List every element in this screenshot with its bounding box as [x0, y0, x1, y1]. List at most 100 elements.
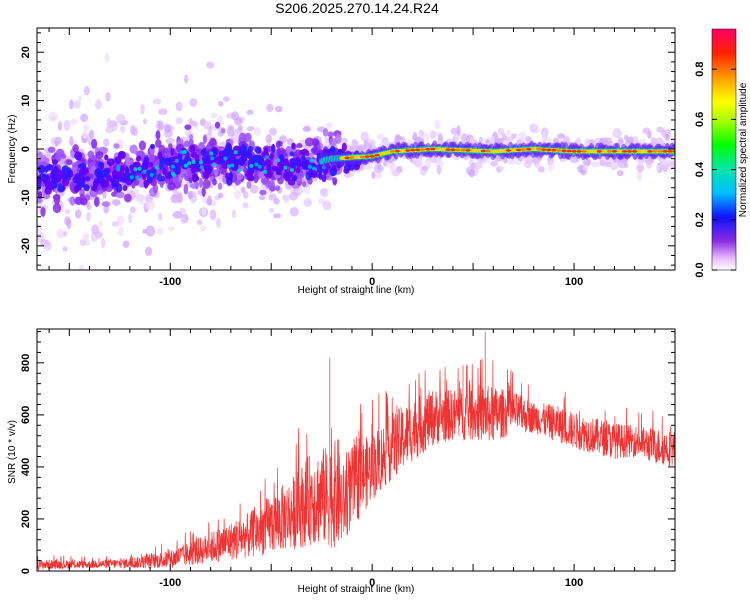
spectrogram-cell [208, 125, 213, 136]
spectrogram-cell [200, 149, 206, 156]
spectrogram-cell [286, 138, 294, 146]
spectrogram-cell [117, 150, 126, 159]
spectrogram-cell [110, 177, 116, 185]
spectrogram-cell [170, 147, 175, 157]
spectrogram-cell [242, 202, 249, 209]
spectrogram-cell [128, 212, 133, 224]
spectrogram-cell [247, 145, 254, 153]
spectrogram-cell [187, 190, 193, 200]
spectrogram-cell [301, 160, 308, 170]
spectrogram-cell [209, 209, 217, 221]
spectrogram-cell [122, 185, 128, 192]
spectrogram-cell [415, 148, 421, 152]
spectrogram-cell [90, 154, 98, 161]
spectrogram-cell [198, 160, 203, 165]
spectrogram-cell [289, 206, 299, 217]
spectrogram-cell [547, 160, 555, 172]
spectrogram-cell [37, 222, 43, 233]
spectrogram-cell [189, 144, 196, 153]
spectrogram-cell [498, 165, 504, 172]
spectrogram-cell [226, 164, 231, 169]
spectrogram-cell [138, 140, 147, 151]
spectrogram-cell [212, 162, 216, 167]
spectrogram-cell [182, 150, 187, 154]
spectrogram-cell [83, 85, 90, 96]
spectrogram-cell [157, 212, 163, 221]
spectrogram-cell [531, 147, 537, 151]
snr-xlabel: Height of straight line (km) [298, 584, 415, 595]
spectrogram-cell [541, 130, 547, 142]
spectrogram-cell [91, 224, 100, 236]
spectrogram-cell [143, 179, 151, 187]
spectrogram-cell [52, 193, 61, 201]
spectrogram-cell [636, 163, 645, 173]
spectrogram-cell [144, 246, 153, 256]
spectrogram-cell [321, 174, 327, 183]
spectrogram-cell [209, 151, 214, 156]
snr-y-tick-label: 400 [20, 458, 32, 476]
colorbar: 0.0 0.2 0.4 0.6 0.8 Normalized spectral ampl… [694, 28, 749, 278]
spectrogram-cell [85, 176, 91, 182]
spectrogram-cell [198, 177, 204, 188]
spectrogram-cell [304, 137, 314, 147]
spectrogram-cell [183, 74, 189, 84]
spectrogram-cell [485, 149, 491, 153]
spectrogram-cell [223, 156, 228, 161]
spectrogram-cell [234, 117, 243, 126]
spectrogram-cell [56, 228, 64, 239]
spectrogram-cell [175, 117, 183, 125]
spectrogram-cell [69, 99, 74, 110]
colorbar-ticks: 0.0 0.2 0.4 0.6 0.8 [694, 62, 736, 278]
spectrogram-cell [100, 237, 106, 249]
spectrogram-cell [369, 154, 375, 158]
spectrogram-cell [130, 206, 136, 214]
spectrogram-cell [72, 144, 79, 153]
spectrogram-cell [302, 126, 311, 132]
spectrogram-cell [253, 126, 261, 136]
spectrogram-cell [95, 151, 104, 159]
spectrogram-cell [101, 201, 111, 207]
spectrogram-cell [172, 173, 177, 178]
spectrogram-cell [51, 169, 56, 176]
spectrogram-cell [86, 203, 92, 211]
colorbar-tick-label: 0.4 [694, 161, 706, 177]
spectrogram-cell [533, 161, 540, 168]
spectrogram-cell [124, 166, 130, 175]
spectrogram-cell [202, 178, 211, 189]
spectrogram-cell [429, 130, 436, 140]
spectrogram-cell [621, 150, 628, 153]
spectrogram-cell [612, 128, 622, 139]
spectrogram-cell [175, 101, 183, 112]
spectrogram-cell [37, 232, 45, 242]
spectrogram-cell [79, 167, 86, 176]
spectrogram-cell [301, 154, 306, 163]
spectrogram-cell [105, 92, 111, 102]
spectrogram-cell [104, 154, 109, 161]
spectrogram-cell [240, 186, 246, 194]
spectrogram-cell [672, 150, 675, 153]
spectrogram-cell [302, 181, 307, 187]
spectrogram-cell [61, 165, 70, 175]
spectrogram-cell [62, 246, 68, 252]
spectrogram-cell [247, 150, 252, 160]
spectrogram-cell [188, 138, 194, 147]
spectrogram-cell [510, 148, 517, 152]
spectrogram-cell [349, 156, 355, 159]
spectrogram-cell [110, 120, 118, 132]
spectrogram-cell [129, 144, 138, 154]
spectrogram-cell [155, 130, 161, 140]
spectrogram-cell [430, 147, 436, 151]
spectrogram-cell [106, 117, 112, 129]
spectrogram-cell [116, 167, 121, 172]
chart-title: S206.2025.270.14.24.R24 [275, 0, 439, 16]
spectrogram-cell [213, 168, 219, 177]
spectrogram-cell [120, 170, 125, 180]
spectrogram-cell [265, 134, 273, 144]
spectrogram-cell [82, 233, 90, 240]
spectrogram-cell [254, 162, 259, 167]
spectrogram-cell [179, 159, 185, 167]
spectrogram-cell [196, 219, 203, 226]
spectrogram-cell [632, 135, 639, 144]
colorbar-tick-label: 0.8 [694, 62, 706, 77]
spectrogram-cell [490, 150, 496, 153]
